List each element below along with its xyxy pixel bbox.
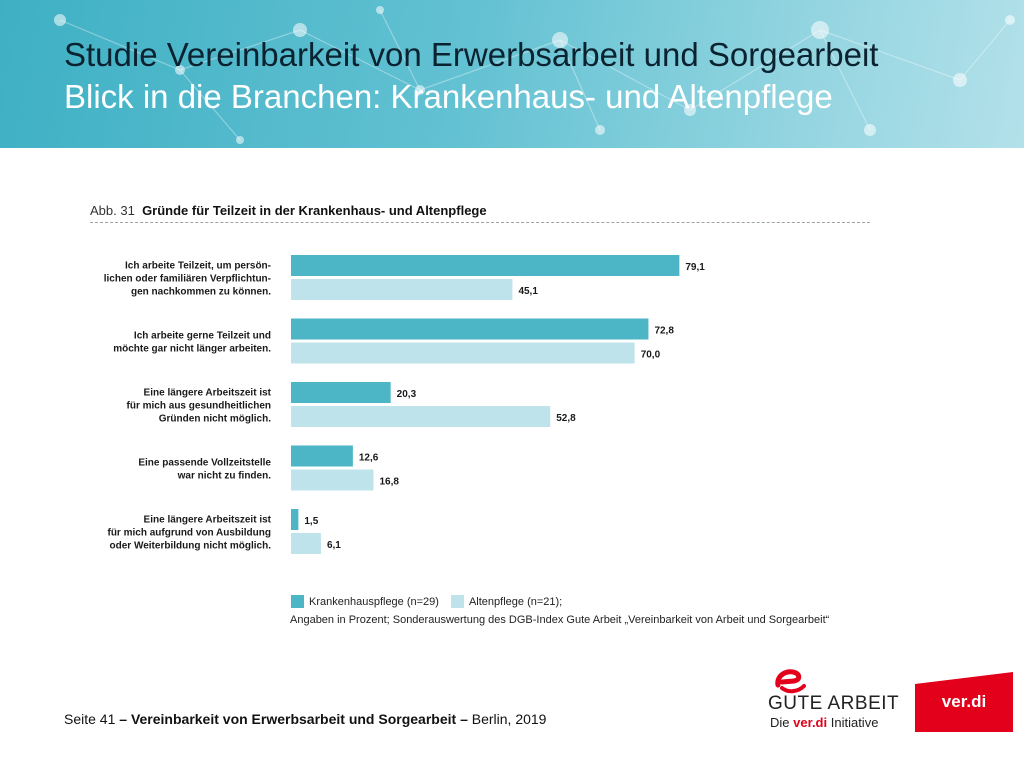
legend-swatch-altenpflege xyxy=(450,595,464,608)
legend-label-altenpflege: Altenpflege (n=21); xyxy=(468,595,563,608)
category-label: Eine passende Vollzeitstelle xyxy=(138,458,271,469)
category-label: lichen oder familiären Verpflichtun- xyxy=(104,274,271,285)
header-banner: Studie Vereinbarkeit von Erwerbsarbeit u… xyxy=(0,0,1024,148)
bar-altenpflege xyxy=(291,406,551,427)
category-label: Gründen nicht möglich. xyxy=(159,414,271,425)
category-label: oder Weiterbildung nicht möglich. xyxy=(110,541,272,552)
footer-study: Vereinbarkeit von Erwerbsarbeit und Sorg… xyxy=(130,711,457,727)
page-number: Seite 41 xyxy=(64,711,116,727)
category-label: Ich arbeite Teilzeit, um persön- xyxy=(125,261,271,272)
bar-altenpflege xyxy=(291,469,374,491)
figure-caption: Abb. 31 Gründe für Teilzeit in der Krank… xyxy=(90,203,487,218)
gute-arbeit-subline: Die ver.di Initiative xyxy=(770,715,878,730)
footer-place-year: Berlin, 2019 xyxy=(471,711,547,727)
bar-altenpflege xyxy=(291,533,321,554)
data-label: 45,1 xyxy=(518,286,538,297)
bar-altenpflege xyxy=(291,342,635,364)
caption-divider xyxy=(90,222,870,223)
category-label: für mich aus gesundheitlichen xyxy=(127,401,271,412)
data-label: 72,8 xyxy=(654,326,674,337)
network-background xyxy=(54,6,1015,144)
slide-subtitle: Blick in die Branchen: Krankenhaus- und … xyxy=(64,78,833,115)
footer: Seite 41 – Vereinbarkeit von Erwerbsarbe… xyxy=(64,711,546,727)
footer-separator: – xyxy=(460,711,468,727)
category-label: Eine längere Arbeitszeit ist xyxy=(144,388,272,399)
data-label: 20,3 xyxy=(397,389,417,400)
chart-legend: Krankenhauspflege (n=29) Altenpflege (n=… xyxy=(291,595,562,608)
gute-arbeit-die: Die xyxy=(770,715,790,730)
data-label: 52,8 xyxy=(556,413,576,424)
figure-title: Gründe für Teilzeit in der Krankenhaus- … xyxy=(142,203,487,218)
bar-krankenhaus xyxy=(291,509,299,530)
verdi-wordmark: ver.di xyxy=(941,692,987,711)
data-label: 12,6 xyxy=(359,453,379,464)
gute-arbeit-verdi: ver.di xyxy=(793,715,828,730)
verdi-logo: ver.di xyxy=(915,672,1013,732)
bar-krankenhaus xyxy=(291,445,353,467)
bar-krankenhaus xyxy=(291,318,649,340)
legend-swatch-krankenhaus xyxy=(291,595,304,608)
data-label: 1,5 xyxy=(304,516,318,527)
data-label: 70,0 xyxy=(641,350,661,361)
category-label: gen nachkommen zu können. xyxy=(131,287,271,298)
category-label: Ich arbeite gerne Teilzeit und xyxy=(134,331,271,342)
category-label: war nicht zu finden. xyxy=(177,471,272,482)
verdi-logo-shape xyxy=(915,672,1013,732)
data-label: 6,1 xyxy=(327,540,341,551)
data-label: 79,1 xyxy=(685,262,705,273)
chart-note: Angaben in Prozent; Sonderauswertung des… xyxy=(290,614,830,626)
footer-separator: – xyxy=(119,711,128,727)
legend-label-krankenhaus: Krankenhauspflege (n=29) xyxy=(309,595,439,608)
gute-arbeit-logo: GUTE ARBEIT Die ver.di Initiative xyxy=(768,665,900,735)
bar-krankenhaus xyxy=(291,255,680,276)
figure-number: Abb. 31 xyxy=(90,203,135,218)
bar-krankenhaus xyxy=(291,382,391,403)
category-label: möchte gar nicht länger arbeiten. xyxy=(113,344,271,355)
gute-arbeit-wordmark: GUTE ARBEIT xyxy=(768,693,900,714)
gute-arbeit-mark-icon xyxy=(775,669,806,694)
bar-chart: Ich arbeite Teilzeit, um persön-lichen o… xyxy=(104,255,705,554)
slide-title: Studie Vereinbarkeit von Erwerbsarbeit u… xyxy=(64,36,879,73)
bar-altenpflege xyxy=(291,279,513,300)
category-label: für mich aufgrund von Ausbildung xyxy=(107,528,271,539)
data-label: 16,8 xyxy=(379,477,399,488)
gute-arbeit-initiative: Initiative xyxy=(830,715,879,730)
category-label: Eine längere Arbeitszeit ist xyxy=(144,515,272,526)
